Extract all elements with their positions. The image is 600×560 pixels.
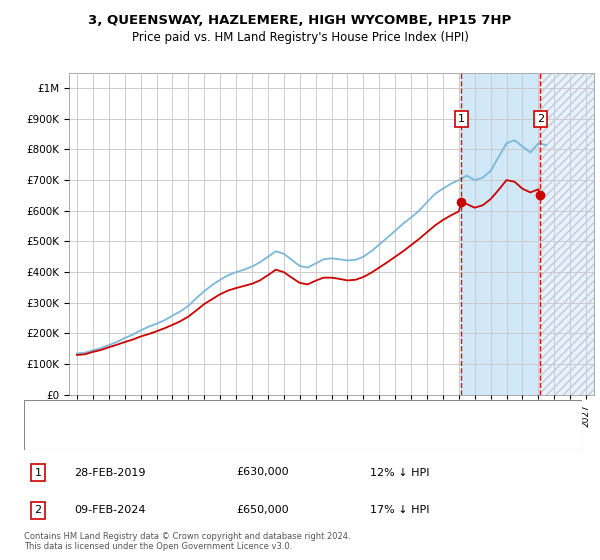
Text: HPI: Average price, detached house, Buckinghamshire: HPI: Average price, detached house, Buck… [74, 431, 358, 441]
Text: 2: 2 [536, 114, 544, 124]
Text: 1: 1 [458, 114, 465, 124]
Text: 12% ↓ HPI: 12% ↓ HPI [370, 468, 430, 478]
Text: 17% ↓ HPI: 17% ↓ HPI [370, 505, 430, 515]
Text: 3, QUEENSWAY, HAZLEMERE, HIGH WYCOMBE, HP15 7HP: 3, QUEENSWAY, HAZLEMERE, HIGH WYCOMBE, H… [88, 14, 512, 27]
Text: Price paid vs. HM Land Registry's House Price Index (HPI): Price paid vs. HM Land Registry's House … [131, 31, 469, 44]
Bar [540, 73, 594, 395]
Bar [540, 73, 594, 395]
Text: 2: 2 [34, 505, 41, 515]
Text: Contains HM Land Registry data © Crown copyright and database right 2024.
This d: Contains HM Land Registry data © Crown c… [24, 532, 350, 552]
Text: £650,000: £650,000 [236, 505, 289, 515]
Bar [461, 73, 594, 395]
FancyBboxPatch shape [24, 400, 582, 450]
Text: £630,000: £630,000 [236, 468, 289, 478]
Text: 3, QUEENSWAY, HAZLEMERE, HIGH WYCOMBE, HP15 7HP (detached house): 3, QUEENSWAY, HAZLEMERE, HIGH WYCOMBE, H… [74, 409, 466, 419]
Text: 28-FEB-2019: 28-FEB-2019 [74, 468, 146, 478]
Text: 1: 1 [34, 468, 41, 478]
Text: 09-FEB-2024: 09-FEB-2024 [74, 505, 146, 515]
Bar [540, 73, 594, 395]
